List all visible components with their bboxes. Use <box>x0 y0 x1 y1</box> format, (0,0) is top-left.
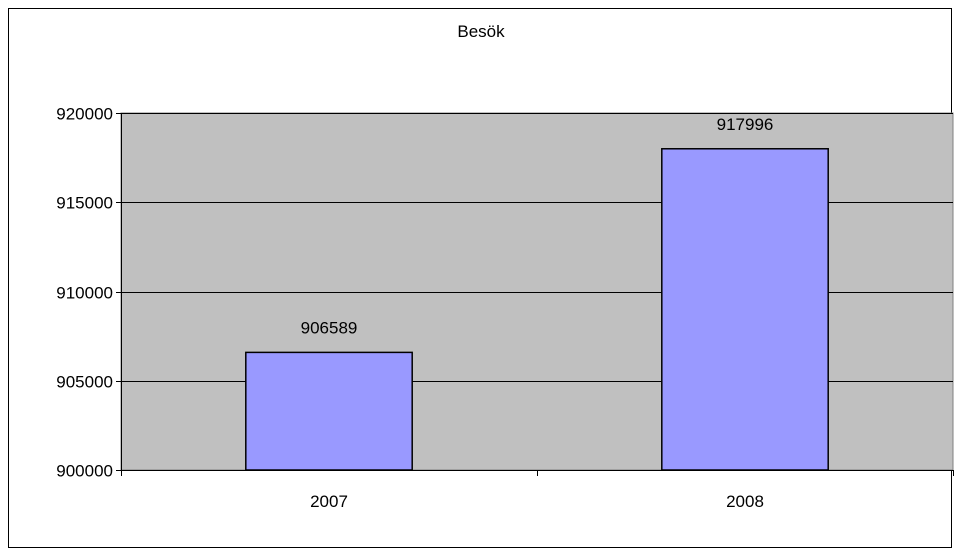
bar-2008 <box>661 148 829 471</box>
y-tick-label: 920000 <box>56 105 113 124</box>
bar-2007 <box>245 351 413 471</box>
data-label-2007: 906589 <box>301 318 358 337</box>
axes <box>116 113 954 476</box>
y-tick-label: 915000 <box>56 194 113 213</box>
y-tick-label: 910000 <box>56 284 113 303</box>
chart-title: Besök <box>457 22 505 41</box>
x-tick-label-2007: 2007 <box>310 492 348 511</box>
data-label-2008: 917996 <box>717 115 774 134</box>
y-tick-label: 905000 <box>56 373 113 392</box>
labels: 900000 905000 910000 915000 920000 906589 2007… <box>56 105 773 512</box>
y-tick-label: 900000 <box>56 462 113 481</box>
x-tick-label-2008: 2008 <box>726 492 764 511</box>
